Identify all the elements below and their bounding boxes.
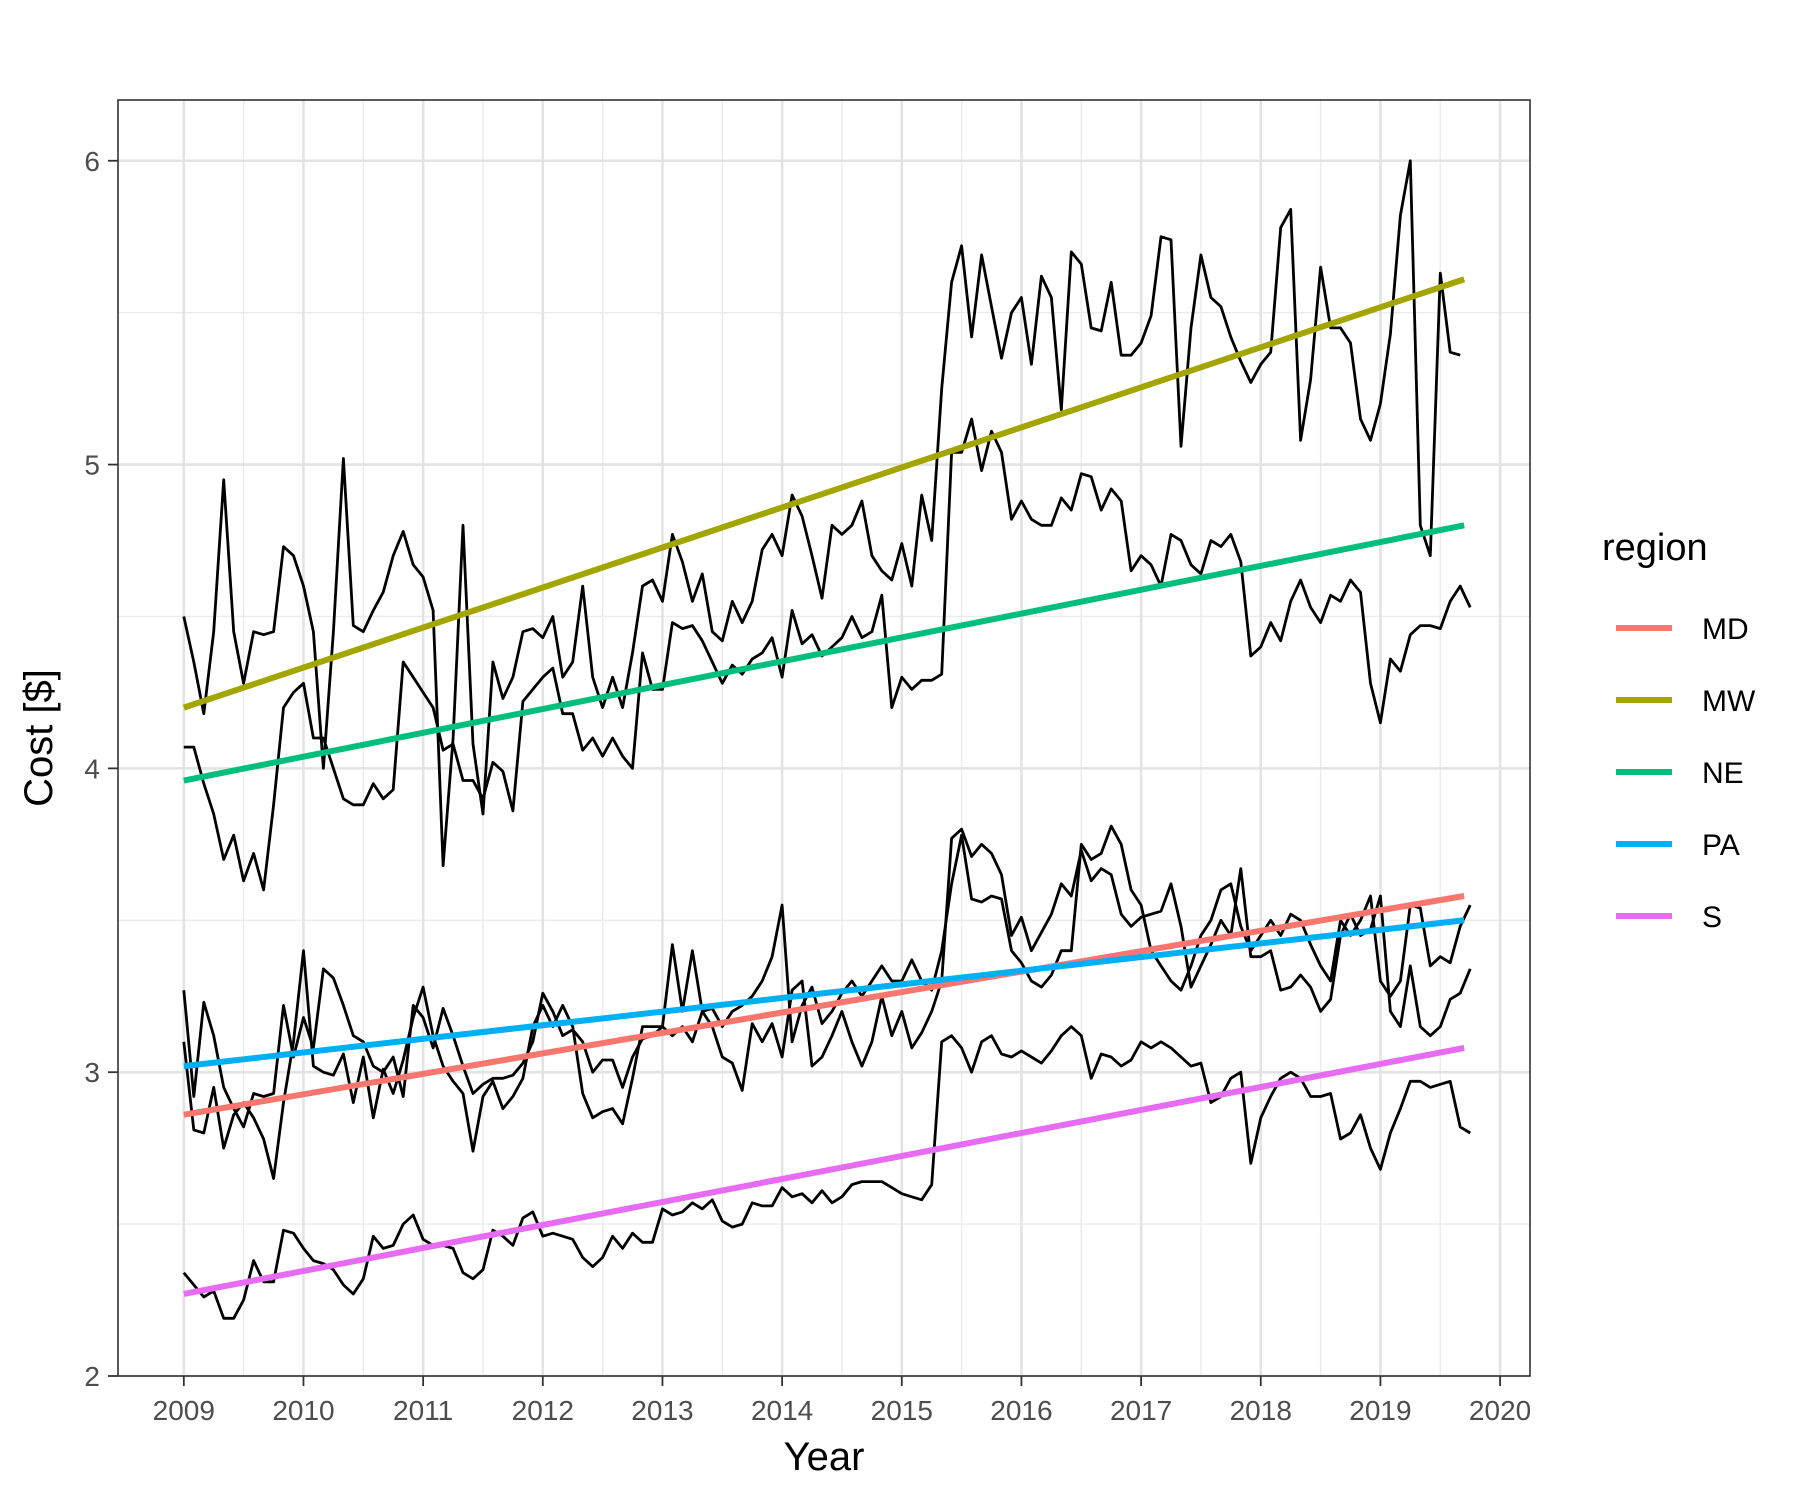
legend-title: region: [1602, 527, 1708, 569]
y-axis: 2 3 4 5 6: [84, 146, 118, 1392]
legend-label-mw: MW: [1702, 685, 1756, 718]
x-tick-label: 2010: [272, 1395, 334, 1426]
trend-lines: [182, 276, 1466, 1297]
x-tick-label: 2017: [1110, 1395, 1172, 1426]
y-tick-label: 5: [84, 450, 100, 481]
x-tick-label: 2020: [1469, 1395, 1531, 1426]
x-tick-label: 2011: [393, 1395, 453, 1426]
y-tick-label: 3: [84, 1057, 100, 1088]
legend-label-md: MD: [1702, 613, 1749, 646]
x-axis: 2009 2010 2011 2012 2013 2014 2015 2016 2017 2018…: [153, 1376, 1531, 1426]
raw-series-line-s: [182, 1025, 1471, 1320]
x-tick-label: 2016: [990, 1395, 1052, 1426]
x-axis-title: Year: [784, 1435, 865, 1479]
grid-lines: [118, 100, 1530, 1378]
trend-line-ne: [183, 522, 1465, 784]
raw-series-line-mw: [182, 159, 1461, 867]
trend-line-s: [183, 1044, 1465, 1297]
x-tick-label: 2012: [512, 1395, 574, 1426]
y-tick-label: 4: [84, 753, 100, 784]
trend-line-pa: [183, 917, 1465, 1070]
x-tick-label: 2018: [1230, 1395, 1292, 1426]
legend-label-pa: PA: [1702, 829, 1740, 862]
y-tick-label: 6: [84, 146, 100, 177]
plot-border: [117, 99, 1531, 1377]
x-tick-label: 2009: [153, 1395, 215, 1426]
legend: region MD MW NE PA S: [1602, 527, 1756, 934]
x-tick-label: 2015: [871, 1395, 933, 1426]
y-tick-label: 2: [84, 1361, 100, 1392]
y-axis-title: Cost [$]: [17, 669, 61, 807]
trend-line-mw: [182, 276, 1466, 711]
legend-label-s: S: [1702, 901, 1722, 934]
x-tick-label: 2013: [631, 1395, 693, 1426]
trend-line-md: [183, 893, 1465, 1118]
x-tick-label: 2019: [1349, 1395, 1411, 1426]
legend-label-ne: NE: [1702, 757, 1744, 790]
x-tick-label: 2014: [751, 1395, 813, 1426]
